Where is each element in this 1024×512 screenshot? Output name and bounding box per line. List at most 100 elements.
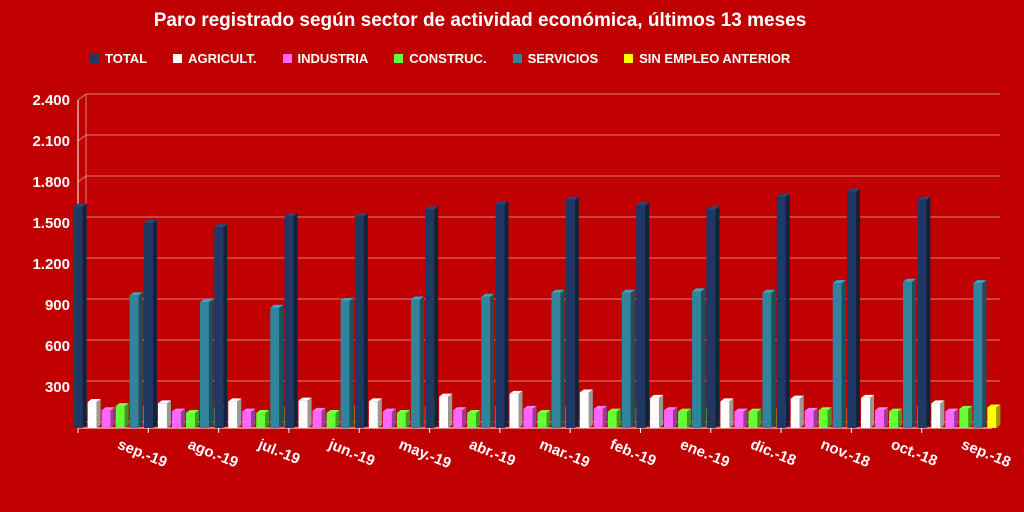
legend-item-agricult: AGRICULT. bbox=[173, 50, 257, 66]
bar-top bbox=[467, 409, 481, 413]
bar-servicios-1 bbox=[199, 299, 213, 428]
bar-front bbox=[115, 406, 125, 428]
bar-front bbox=[636, 205, 646, 428]
bar-side bbox=[532, 405, 537, 428]
bar-front bbox=[917, 199, 927, 428]
bar-front bbox=[579, 392, 589, 428]
chart-title: Paro registrado según sector de activida… bbox=[153, 10, 807, 31]
bar-front bbox=[889, 411, 899, 428]
bar-top bbox=[987, 404, 1001, 408]
bar-top bbox=[889, 408, 903, 412]
bar-top bbox=[607, 408, 621, 412]
bar-top bbox=[875, 407, 889, 411]
y-tick-label: 2.100 bbox=[32, 133, 70, 150]
bar-top bbox=[565, 196, 579, 200]
legend-swatch-servicios bbox=[512, 53, 522, 63]
bar-front bbox=[467, 412, 477, 428]
bar-top bbox=[945, 408, 959, 412]
bar-total-8 bbox=[636, 202, 650, 428]
bar-front bbox=[861, 397, 871, 428]
bar-top bbox=[185, 409, 199, 413]
bar-construc-11 bbox=[889, 408, 903, 428]
legend-label-agricult: AGRICULT. bbox=[188, 50, 257, 66]
bar-top bbox=[425, 206, 439, 210]
bar-side bbox=[208, 299, 213, 428]
x-tick-label: feb.-19 bbox=[607, 436, 658, 470]
x-tick-label: sep.-18 bbox=[959, 436, 1013, 471]
bar-industria-7 bbox=[593, 405, 607, 428]
bar-servicios-0 bbox=[129, 292, 143, 428]
bar-side bbox=[405, 409, 410, 428]
bar-front bbox=[228, 401, 238, 428]
bar-industria-1 bbox=[171, 408, 185, 428]
bar-agricult-4 bbox=[368, 398, 382, 428]
x-tick-label: abr.-19 bbox=[467, 436, 518, 470]
y-tick-label: 300 bbox=[45, 379, 70, 396]
bar-top bbox=[551, 289, 565, 293]
bar-top bbox=[706, 206, 720, 210]
bar-industria-11 bbox=[875, 407, 889, 428]
bar-side bbox=[982, 280, 987, 428]
bar-side bbox=[785, 194, 790, 428]
bar-top bbox=[129, 292, 143, 296]
bar-servicios-7 bbox=[621, 289, 635, 428]
bar-top bbox=[804, 407, 818, 411]
bar-front bbox=[678, 411, 688, 428]
bar-agricult-10 bbox=[790, 395, 804, 428]
bar-top bbox=[762, 289, 776, 293]
bar-front bbox=[959, 408, 969, 428]
bar-front bbox=[551, 292, 561, 428]
bar-top bbox=[650, 394, 664, 398]
bar-front bbox=[199, 302, 209, 428]
bar-top bbox=[410, 296, 424, 300]
bar-construc-12 bbox=[959, 405, 973, 428]
bar-side bbox=[968, 405, 973, 428]
bar-side bbox=[180, 408, 185, 428]
bar-front bbox=[157, 403, 167, 428]
bar-side bbox=[588, 389, 593, 428]
bar-top bbox=[523, 405, 537, 409]
bar-servicios-5 bbox=[481, 293, 495, 428]
y-tick-label: 2.400 bbox=[32, 92, 70, 109]
bar-front bbox=[495, 203, 505, 428]
bar-side bbox=[743, 408, 748, 428]
bar-agricult-5 bbox=[439, 393, 453, 428]
bar-servicios-8 bbox=[692, 288, 706, 428]
bar-top bbox=[157, 400, 171, 404]
bar-total-5 bbox=[425, 206, 439, 428]
bar-side bbox=[391, 408, 396, 428]
bar-front bbox=[410, 299, 420, 428]
bar-side bbox=[194, 409, 199, 428]
bar-front bbox=[734, 411, 744, 428]
bar-front bbox=[354, 216, 364, 428]
legend-item-total: TOTAL bbox=[90, 51, 147, 66]
bar-top bbox=[73, 203, 87, 207]
bar-top bbox=[199, 299, 213, 303]
bar-front bbox=[143, 223, 153, 428]
bar-side bbox=[349, 297, 354, 428]
bar-side bbox=[504, 200, 509, 428]
y-tick-label: 1.200 bbox=[32, 256, 70, 273]
bar-side bbox=[687, 408, 692, 428]
bar-agricult-9 bbox=[720, 398, 734, 428]
bar-top bbox=[847, 188, 861, 192]
x-tick-label: jun.-19 bbox=[325, 436, 377, 470]
bar-front bbox=[171, 411, 181, 428]
bar-top bbox=[439, 393, 453, 397]
bar-top bbox=[790, 395, 804, 399]
bar-top bbox=[678, 408, 692, 412]
bar-side bbox=[884, 407, 889, 428]
bar-front bbox=[875, 410, 885, 428]
bar-top bbox=[270, 304, 284, 308]
bar-side bbox=[293, 213, 298, 428]
bar-side bbox=[434, 206, 439, 428]
bar-side bbox=[954, 408, 959, 428]
legend-swatch-agricult bbox=[173, 53, 183, 63]
bar-top bbox=[382, 408, 396, 412]
bar-top bbox=[734, 408, 748, 412]
bar-side bbox=[813, 407, 818, 428]
bar-industria-10 bbox=[804, 407, 818, 428]
bar-side bbox=[841, 280, 846, 428]
bar-side bbox=[476, 409, 481, 428]
bar-side bbox=[419, 296, 424, 428]
